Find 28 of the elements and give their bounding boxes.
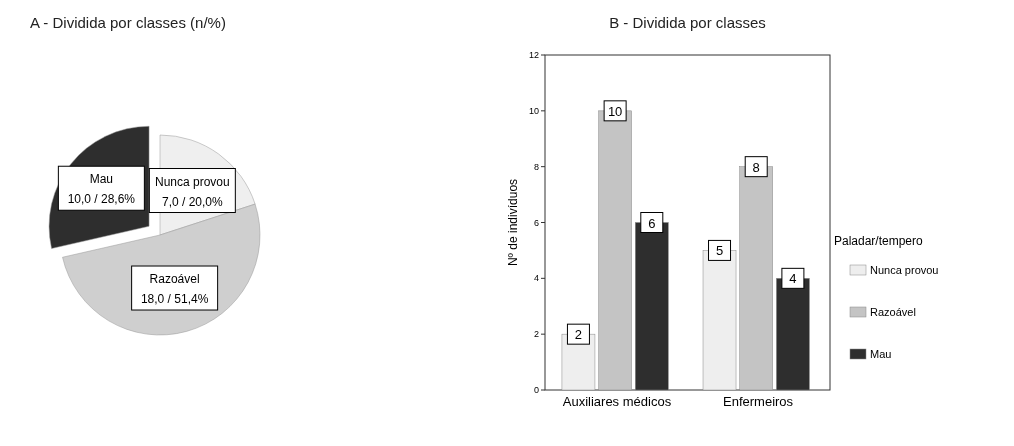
data-label: 18,0 / 51,4%: [140, 292, 209, 307]
y-tick-label: 12: [528, 50, 539, 60]
data-label: 2: [574, 327, 583, 343]
slice-label: Mau: [89, 172, 114, 187]
data-label: 10: [607, 103, 623, 119]
legend-label: Nunca provou: [870, 264, 939, 276]
chart-title: B - Dividida por classes: [609, 14, 766, 31]
x-tick-label: Auxiliares médicos: [562, 394, 672, 409]
y-tick-label: 2: [533, 329, 539, 340]
legend-label: Mau: [870, 348, 892, 360]
y-axis-title: Nº de indivíduos: [506, 178, 520, 267]
y-tick-label: 8: [533, 161, 539, 172]
legend-label: Razoável: [870, 306, 916, 318]
y-tick-label: 6: [533, 217, 539, 228]
data-label: 10,0 / 28,6%: [67, 192, 136, 207]
slice-label: Razoável: [149, 272, 200, 287]
slice-label: Nunca provou: [154, 174, 230, 189]
data-label: 5: [715, 243, 724, 259]
legend-title: Paladar/tempero: [834, 234, 924, 248]
data-label: 8: [752, 159, 760, 175]
y-tick-label: 0: [533, 385, 539, 395]
x-tick-label: Enfermeiros: [723, 394, 794, 409]
y-tick-label: 4: [533, 273, 539, 284]
chart-title: A - Dividida por classes (n/%): [30, 14, 226, 31]
data-label: 6: [648, 215, 656, 231]
data-label: 4: [789, 271, 797, 287]
data-label: 7,0 / 20,0%: [161, 194, 224, 209]
y-tick-label: 10: [528, 105, 539, 116]
